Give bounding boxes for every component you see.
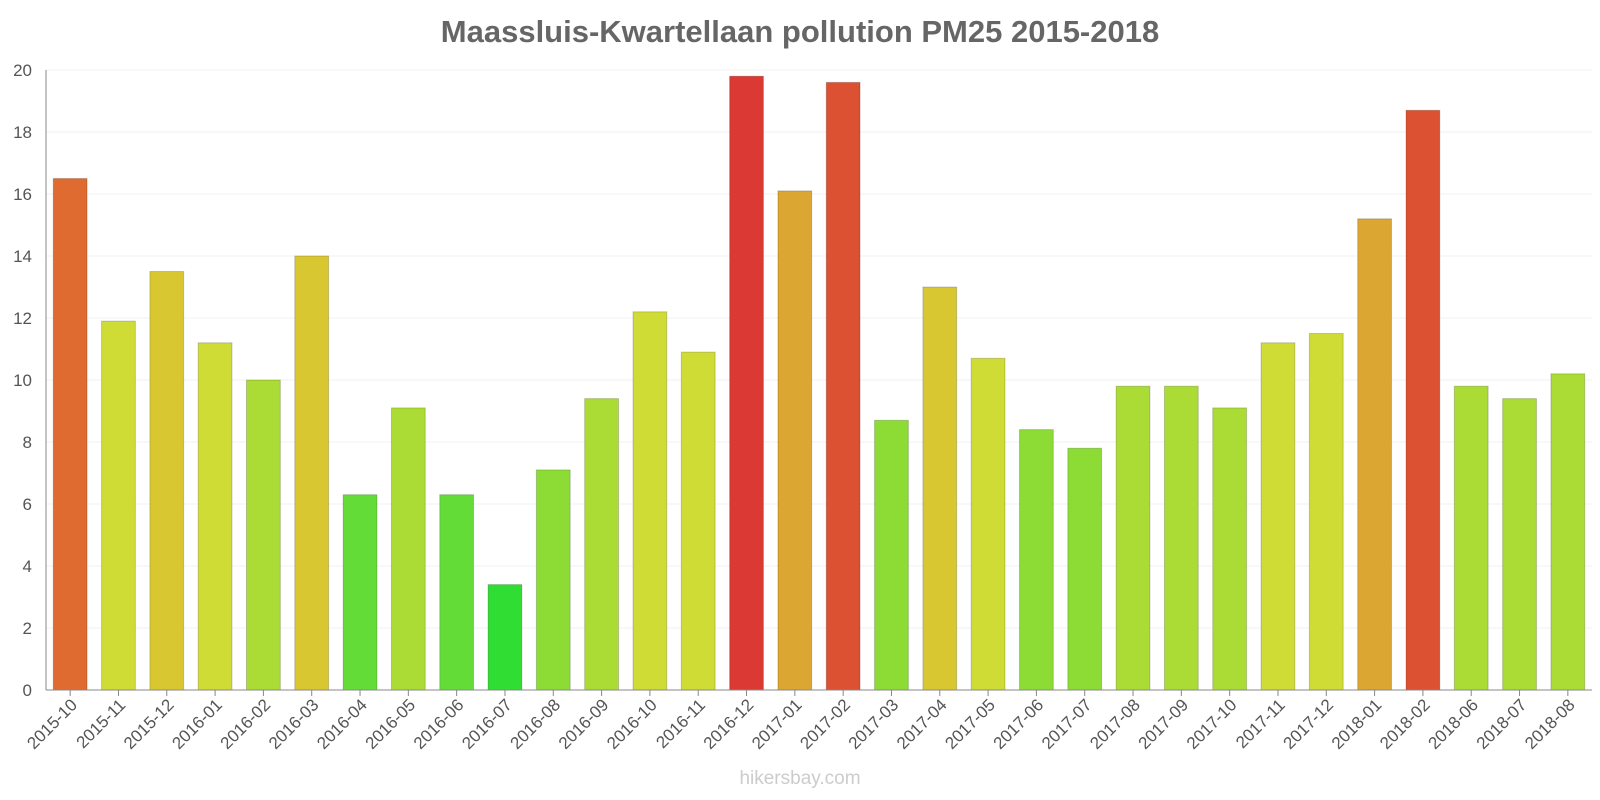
- y-tick-labels: 0 2 4 6 8 10 12 14 16 18 20: [13, 61, 32, 700]
- x-tick-label: 2017-04: [893, 695, 951, 753]
- bar-2017-08: [1115, 385, 1151, 691]
- x-tick-label: 2016-05: [362, 695, 420, 753]
- bar-2017-03: [874, 419, 909, 691]
- bar-2018-06: [1453, 385, 1489, 691]
- x-tick-label: 2017-03: [845, 695, 903, 753]
- y-tick-label: 6: [23, 495, 32, 514]
- y-tick-label: 16: [13, 185, 32, 204]
- x-tick-label: 2015-12: [120, 695, 178, 753]
- x-tick-label: 2017-09: [1135, 695, 1193, 753]
- x-tick-label: 2018-06: [1424, 695, 1482, 753]
- bar-2017-01: [777, 190, 813, 691]
- y-tick-label: 12: [13, 309, 32, 328]
- bar-2016-12: [729, 75, 764, 691]
- y-tick-label: 18: [13, 123, 32, 142]
- bar-2018-02: [1405, 109, 1441, 691]
- y-tick-label: 0: [23, 681, 32, 700]
- bar-2017-10: [1212, 407, 1248, 691]
- y-tick-label: 14: [13, 247, 32, 266]
- bar-2015-12: [149, 271, 185, 691]
- bar-2017-09: [1163, 385, 1199, 691]
- x-tick-label: 2017-08: [1086, 695, 1144, 753]
- x-tick-label: 2017-10: [1183, 695, 1241, 753]
- bar-2016-09: [584, 398, 620, 691]
- x-tick-label: 2017-12: [1280, 695, 1338, 753]
- x-tick-label: 2016-01: [168, 695, 226, 753]
- bar-2018-01: [1357, 218, 1393, 691]
- x-tick-label: 2016-11: [652, 695, 709, 752]
- bar-2016-11: [680, 351, 716, 691]
- bar-2016-02: [245, 379, 281, 691]
- bar-2016-01: [197, 342, 233, 691]
- x-tick-label: 2018-02: [1376, 695, 1434, 753]
- x-tick-label: 2016-06: [410, 695, 468, 753]
- bar-2017-07: [1067, 447, 1103, 691]
- bar-2016-05: [390, 407, 426, 691]
- x-tick-label: 2017-11: [1232, 695, 1289, 752]
- x-tick-label: 2016-03: [265, 695, 323, 753]
- x-tick-label: 2017-07: [1038, 695, 1096, 753]
- bar-2017-12: [1308, 333, 1344, 691]
- x-tick-label: 2018-07: [1473, 695, 1531, 753]
- bar-2016-04: [342, 494, 378, 691]
- chart-title: Maassluis-Kwartellaan pollution PM25 201…: [440, 14, 1160, 49]
- bar-2017-06: [1018, 429, 1054, 691]
- x-tick-label: 2016-07: [458, 695, 516, 753]
- x-tick-label: 2017-06: [990, 695, 1048, 753]
- x-tick-label: 2016-09: [555, 695, 613, 753]
- bars: [52, 75, 1586, 691]
- x-tick-label: 2016-02: [217, 695, 275, 753]
- axes: [45, 70, 1592, 696]
- x-tick-label: 2016-12: [700, 695, 758, 753]
- x-tick-label: 2016-04: [313, 695, 371, 753]
- y-tick-label: 10: [13, 371, 32, 390]
- bar-2016-03: [294, 255, 330, 691]
- watermark: hikersbay.com: [739, 768, 861, 789]
- bar-2015-10: [52, 178, 88, 691]
- x-tick-label: 2016-08: [507, 695, 565, 753]
- bar-2016-08: [535, 469, 571, 691]
- bar-2015-11: [101, 320, 136, 691]
- bar-2017-05: [970, 357, 1006, 691]
- x-tick-label: 2017-05: [941, 695, 999, 753]
- bar-2017-11: [1260, 342, 1296, 691]
- x-tick-label: 2017-02: [796, 695, 854, 753]
- bar-2016-10: [632, 311, 668, 691]
- x-tick-label: 2015-11: [73, 695, 130, 752]
- x-tick-label: 2018-01: [1328, 695, 1386, 753]
- x-tick-label: 2016-10: [603, 695, 661, 753]
- bar-2017-04: [922, 286, 958, 691]
- x-tick-label: 2015-10: [23, 695, 81, 753]
- bar-2018-07: [1502, 398, 1537, 691]
- y-tick-label: 4: [23, 557, 32, 576]
- y-tick-label: 2: [23, 619, 32, 638]
- y-tick-label: 20: [13, 61, 32, 80]
- bar-2016-07: [487, 584, 523, 691]
- x-tick-labels: 2015-102015-112015-122016-012016-022016-…: [23, 695, 1578, 753]
- y-tick-label: 8: [23, 433, 32, 452]
- bar-2016-06: [439, 494, 475, 691]
- bar-2017-02: [825, 81, 861, 691]
- x-tick-label: 2018-08: [1521, 695, 1579, 753]
- x-tick-label: 2017-01: [748, 695, 806, 753]
- bar-2018-08: [1550, 373, 1586, 691]
